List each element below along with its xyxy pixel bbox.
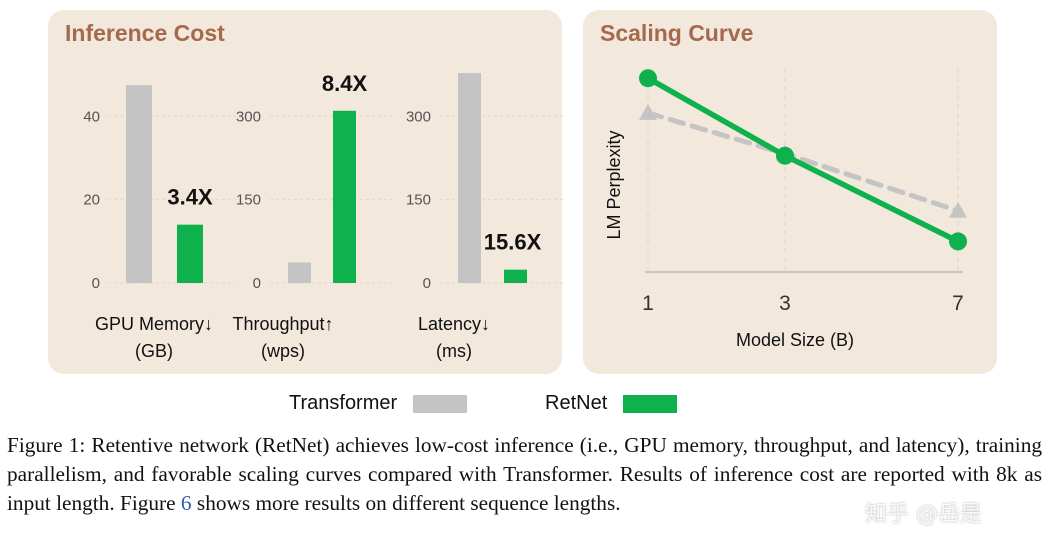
x-axis-unit: (GB) (135, 341, 173, 361)
legend-item-transformer: Transformer (289, 392, 468, 415)
bar-retnet (177, 224, 203, 283)
data-point (949, 232, 967, 251)
x-axis-title: Model Size (B) (736, 330, 854, 350)
bar-transformer (458, 73, 481, 283)
ratio-label: 8.4X (322, 71, 368, 96)
legend-swatch-retnet (623, 394, 678, 413)
x-axis-label: Throughput↑ (232, 314, 333, 334)
caption-text-1: Figure 1: Retentive network (RetNet) ach… (7, 433, 1042, 515)
y-tick-label: 300 (406, 108, 431, 125)
data-point (639, 103, 657, 120)
series-retnet (639, 69, 967, 251)
subchart-3: 0 150 300 15.6X Latency↓ (ms) (406, 73, 566, 361)
y-tick-label: 40 (83, 108, 100, 125)
x-axis-unit: (ms) (436, 341, 472, 361)
y-tick-label: 150 (236, 192, 261, 209)
y-tick-label: 150 (406, 192, 431, 209)
x-axis-unit: (wps) (261, 341, 305, 361)
data-point (776, 146, 794, 165)
bar-retnet (504, 269, 527, 283)
legend-label-transformer: Transformer (289, 392, 398, 414)
legend: Transformer RetNet (0, 392, 1049, 422)
inference-cost-chart: 0 20 40 3.4X GPU Memory↓ (GB) 0 150 300 8.4X Throu… (83, 71, 566, 361)
series-transformer (639, 103, 967, 218)
caption-text-2: shows more results on different sequence… (191, 491, 621, 515)
inference-cost-title: Inference Cost (65, 20, 225, 46)
watermark: 知乎 @岳是 (865, 502, 982, 527)
y-tick-label: 300 (236, 108, 261, 125)
y-tick-label: 0 (253, 275, 261, 292)
scaling-curve-title: Scaling Curve (600, 20, 754, 46)
legend-label-retnet: RetNet (545, 392, 608, 414)
y-tick-label: 0 (92, 275, 100, 292)
subchart-1: 0 20 40 3.4X GPU Memory↓ (GB) (83, 85, 236, 361)
data-point (949, 201, 967, 218)
x-axis-label: GPU Memory↓ (95, 314, 213, 334)
bar-transformer (288, 262, 311, 283)
x-axis-label: Latency↓ (418, 314, 490, 334)
figure-caption: Figure 1: Retentive network (RetNet) ach… (7, 431, 1042, 518)
data-point (639, 69, 657, 88)
x-tick-label: 1 (642, 292, 654, 315)
ratio-label: 15.6X (484, 230, 542, 255)
ratio-label: 3.4X (167, 185, 213, 210)
legend-item-retnet: RetNet (545, 392, 678, 415)
y-axis-title: LM Perplexity (604, 130, 624, 239)
inference-cost-panel: Inference Cost 0 20 40 3.4X GPU Memory↓ (GB) 0… (48, 10, 566, 374)
x-tick-label: 7 (952, 292, 964, 315)
bar-transformer (126, 85, 152, 283)
y-tick-label: 20 (83, 192, 100, 209)
subchart-2: 0 150 300 8.4X Throughput↑ (wps) (232, 71, 396, 361)
scaling-curve-panel: Scaling Curve 1 3 7 Model Size (B) LM Perple… (583, 10, 997, 374)
bar-retnet (333, 110, 356, 284)
x-tick-label: 3 (779, 292, 791, 315)
y-tick-label: 0 (423, 275, 431, 292)
legend-swatch-transformer (413, 394, 468, 413)
scaling-curve-chart: 1 3 7 Model Size (B) LM Perplexity (604, 68, 967, 350)
figure-link[interactable]: 6 (180, 491, 192, 515)
